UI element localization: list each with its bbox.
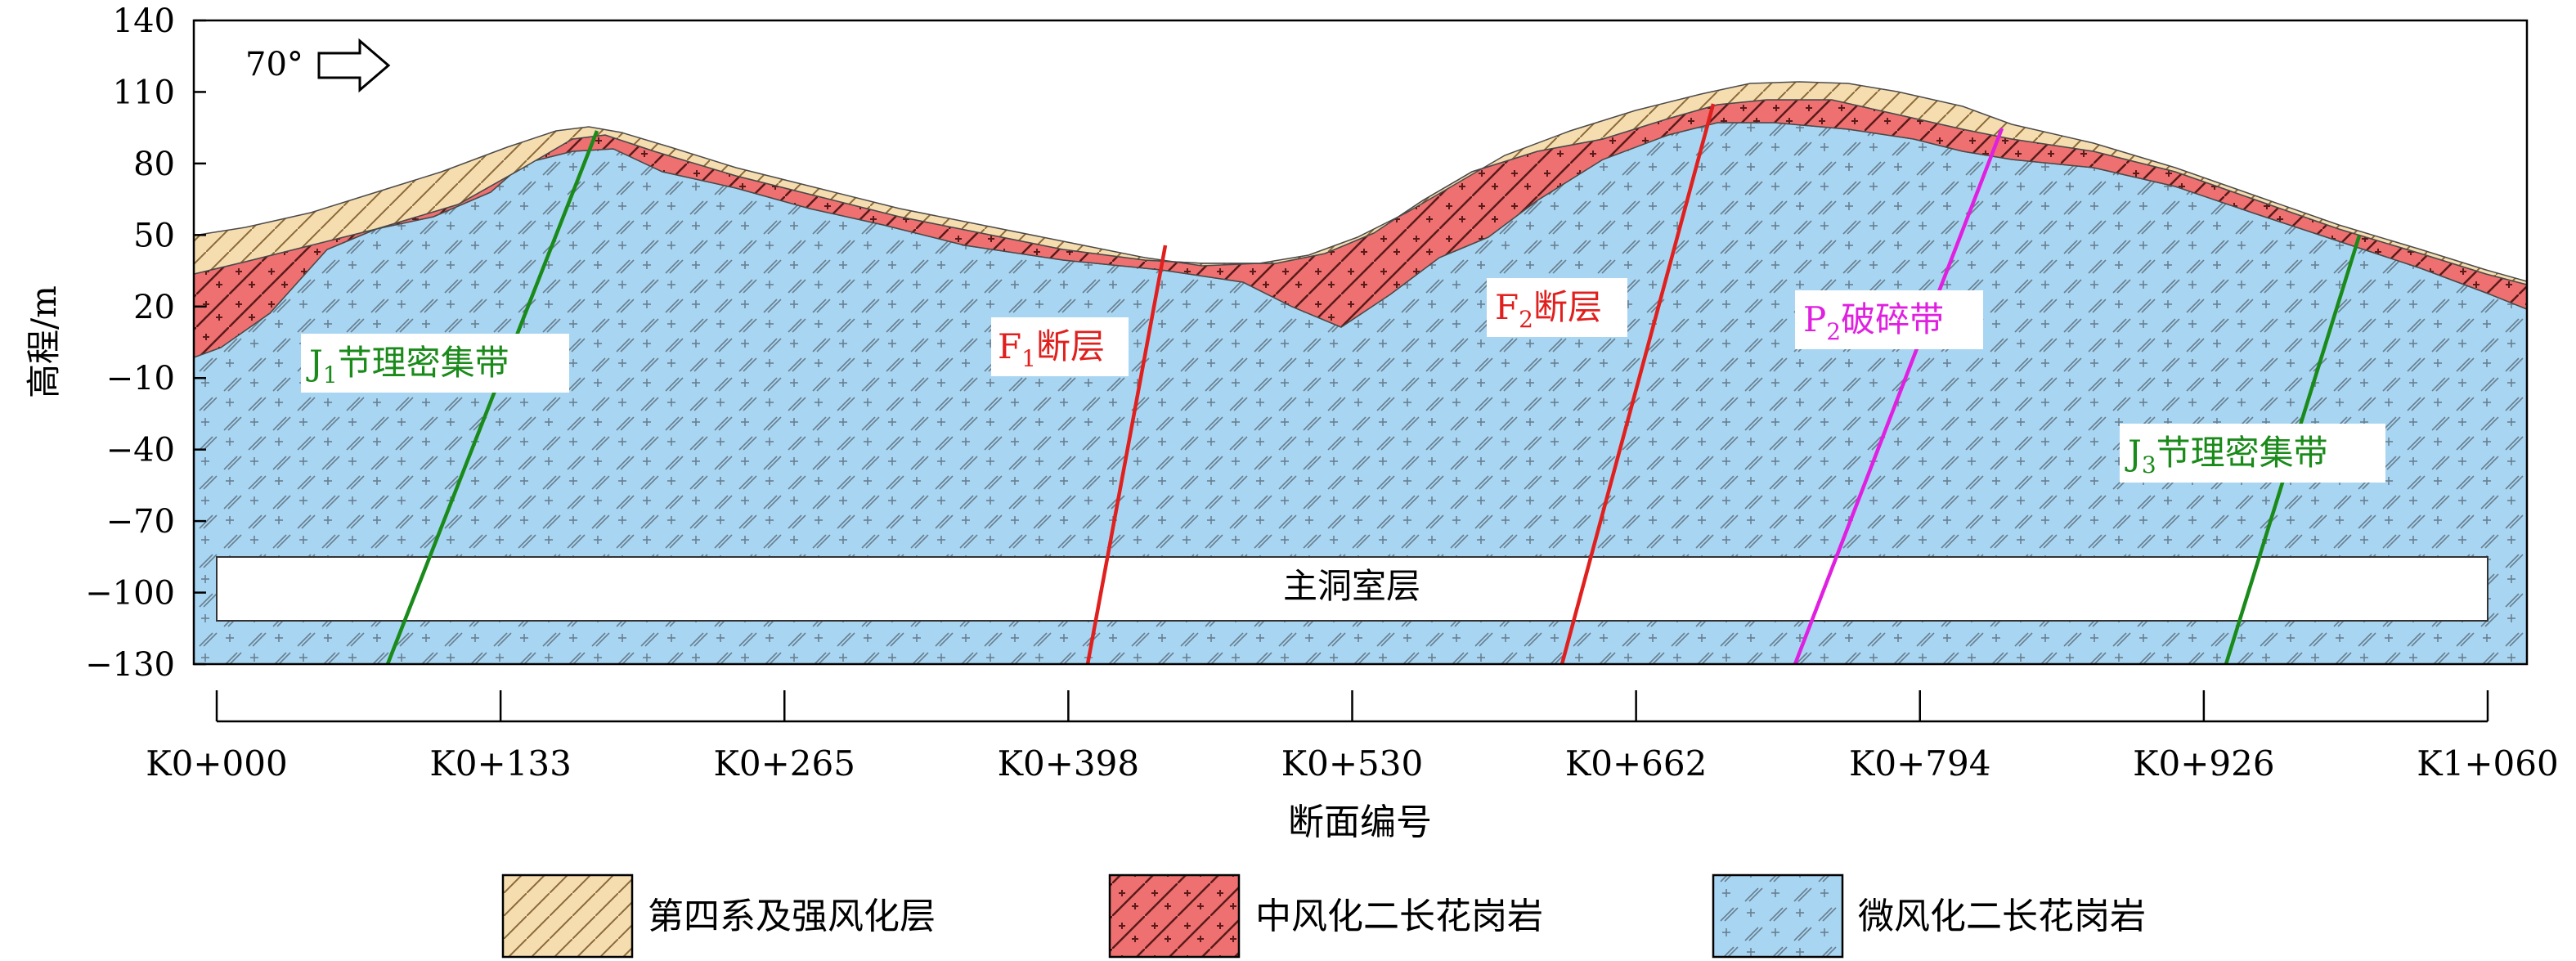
plot-frame <box>192 19 2529 666</box>
y-tick-label: −10 <box>106 360 175 397</box>
x-tick-label: K0+398 <box>998 743 1139 784</box>
j3-label-box <box>2120 424 2385 483</box>
x-tick-label: K0+265 <box>714 743 855 784</box>
x-tick-label: K0+794 <box>1849 743 1990 784</box>
y-tick-label: 80 <box>133 146 175 183</box>
y-tick-label: −40 <box>106 432 175 469</box>
f1-fault-line <box>1085 245 1168 665</box>
y-axis-label: 高程/m <box>24 285 64 398</box>
j1-label-box <box>301 334 569 393</box>
x-tick-label: K1+060 <box>2417 743 2558 784</box>
legend-label-slight: 微风化二长花岗岩 <box>1858 896 2146 937</box>
legend: 第四系及强风化层 中风化二长花岗岩 微风化二长花岗岩 <box>501 873 2146 959</box>
x-axis-label: 断面编号 <box>1288 802 1432 843</box>
legend-swatch-slight <box>1712 873 1844 959</box>
f1-label: F1断层 <box>998 326 1105 372</box>
f2-fault-line <box>1560 103 1716 665</box>
main-cavern-band <box>216 556 2488 622</box>
f2-label: F2断层 <box>1495 287 1602 333</box>
quaternary-strong-weathered-layer <box>194 81 2527 285</box>
x-tick-label: K0+133 <box>429 743 571 784</box>
y-axis: 140 110 80 50 20 −10 −40 −70 −100 −130 <box>85 2 206 684</box>
j1-joint-zone-line <box>385 130 599 665</box>
direction-arrow-icon <box>317 38 391 93</box>
y-tick-label: 110 <box>113 74 175 111</box>
p2-label: P2破碎带 <box>1803 299 1944 345</box>
direction-indicator: 70° <box>245 38 391 93</box>
y-tick-label: 20 <box>133 289 175 326</box>
legend-label-moderate: 中风化二长花岗岩 <box>1255 896 1543 937</box>
x-tick-label: K0+530 <box>1281 743 1423 784</box>
feature-labels: J1节理密集带 F1断层 F2断层 P2破碎带 J3节理密集带 <box>301 278 2385 483</box>
f1-label-box <box>991 317 1129 376</box>
p2-label-box <box>1795 290 1983 349</box>
geology-layers <box>194 81 2527 664</box>
x-tick-label: K0+000 <box>146 743 287 784</box>
p2-fracture-zone-line <box>1793 128 2004 665</box>
direction-label: 70° <box>245 46 303 83</box>
y-tick-label: 50 <box>133 217 175 254</box>
f2-label-box <box>1487 278 1627 337</box>
j3-label: J3节理密集带 <box>2125 433 2328 478</box>
y-tick-label: −70 <box>106 503 175 541</box>
x-axis: K0+000 K0+133 K0+265 K0+398 K0+530 K0+662 K0+7… <box>146 690 2559 784</box>
y-tick-label: −130 <box>85 646 175 684</box>
j1-label: J1节理密集带 <box>306 343 509 388</box>
y-tick-label: −100 <box>85 575 175 613</box>
legend-label-quaternary: 第四系及强风化层 <box>648 896 936 937</box>
legend-swatch-moderate <box>1108 873 1241 959</box>
main-cavern-label: 主洞室层 <box>1283 566 1420 606</box>
x-tick-label: K0+662 <box>1565 743 1707 784</box>
x-tick-label: K0+926 <box>2133 743 2274 784</box>
y-tick-label: 140 <box>113 2 175 40</box>
legend-swatch-quaternary <box>501 873 634 959</box>
